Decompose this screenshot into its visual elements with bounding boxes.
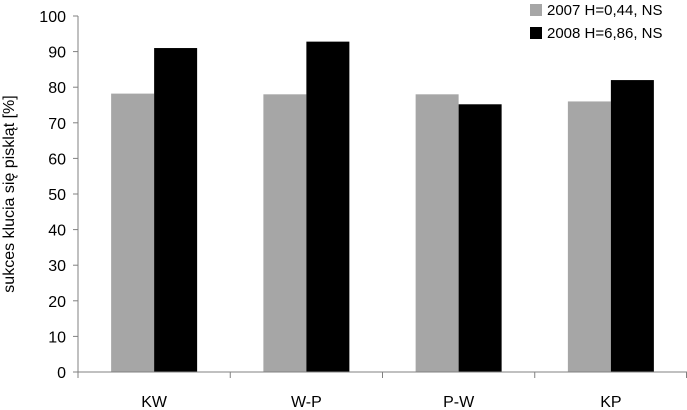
legend-swatch-1 xyxy=(530,4,542,16)
y-tick-label: 70 xyxy=(48,116,66,133)
y-axis-title: sukces klucia się piskląt [%] xyxy=(1,95,18,292)
bar-series2-kw xyxy=(154,48,198,372)
bar-series2-w-p xyxy=(306,41,350,373)
bar-series1-w-p xyxy=(263,94,307,372)
y-tick-label: 100 xyxy=(39,9,66,26)
bar-series2-kp xyxy=(610,80,654,372)
y-tick-label: 50 xyxy=(48,187,66,204)
y-tick-label: 20 xyxy=(48,294,66,311)
bar-series1-p-w xyxy=(415,94,459,372)
y-tick-label: 10 xyxy=(48,329,66,346)
x-tick-label: KP xyxy=(600,394,621,410)
y-tick-label: 80 xyxy=(48,80,66,97)
x-tick-label: KW xyxy=(141,394,168,410)
bar-series1-kw xyxy=(111,93,155,372)
x-axis-ticks: KW W-P P-W KP xyxy=(77,372,687,410)
y-tick-label: 30 xyxy=(48,258,66,275)
y-tick-label: 90 xyxy=(48,45,66,62)
bar-series2-p-w xyxy=(458,104,502,373)
y-axis-ticks: 0 10 20 30 40 50 60 70 80 90 100 xyxy=(39,9,78,382)
legend-label-2: 2008 H=6,86, NS xyxy=(547,25,663,42)
bars xyxy=(111,41,654,373)
bar-series1-kp xyxy=(567,101,611,372)
y-tick-label: 40 xyxy=(48,223,66,240)
legend-label-1: 2007 H=0,44, NS xyxy=(547,2,663,19)
x-tick-label: W-P xyxy=(291,394,322,410)
y-tick-label: 0 xyxy=(57,365,66,382)
legend-swatch-2 xyxy=(530,27,542,39)
legend: 2007 H=0,44, NS 2008 H=6,86, NS xyxy=(530,2,663,42)
y-tick-label: 60 xyxy=(48,151,66,168)
x-tick-label: P-W xyxy=(443,394,475,410)
